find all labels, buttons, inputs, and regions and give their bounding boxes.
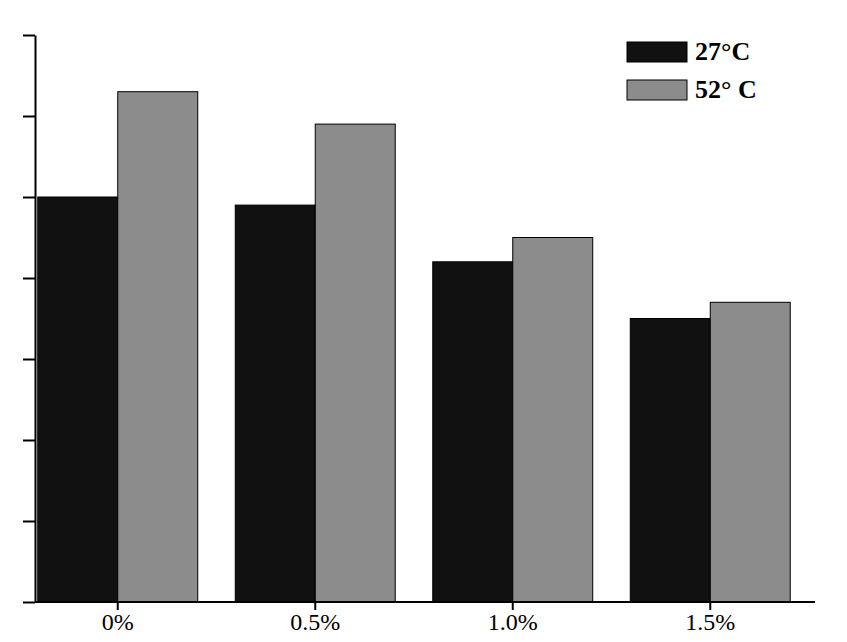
y-tick-mark bbox=[23, 35, 35, 37]
legend-label: 52° C bbox=[695, 75, 757, 104]
x-tick: 0% bbox=[102, 602, 134, 635]
bar bbox=[118, 92, 198, 602]
x-tick: 1.0% bbox=[488, 602, 538, 635]
bar bbox=[513, 238, 593, 603]
bar bbox=[315, 124, 395, 602]
y-tick-mark bbox=[23, 521, 35, 523]
y-axis bbox=[23, 36, 36, 603]
y-tick-mark bbox=[23, 440, 35, 442]
plot-area bbox=[38, 92, 790, 602]
bar bbox=[38, 197, 118, 602]
bar bbox=[433, 262, 513, 602]
y-tick bbox=[23, 116, 35, 117]
x-tick-label: 0% bbox=[102, 609, 134, 635]
bar-series bbox=[118, 92, 791, 602]
bar bbox=[710, 302, 790, 602]
y-tick bbox=[23, 197, 35, 198]
y-tick bbox=[23, 521, 35, 522]
y-tick-mark bbox=[23, 278, 35, 280]
legend-label: 27°C bbox=[695, 37, 750, 66]
y-tick bbox=[23, 359, 35, 360]
y-tick-mark bbox=[23, 116, 35, 118]
y-tick-mark bbox=[23, 359, 35, 361]
y-tick bbox=[23, 35, 35, 36]
x-tick: 1.5% bbox=[685, 602, 735, 635]
x-tick-label: 0.5% bbox=[290, 609, 340, 635]
bar bbox=[235, 205, 315, 602]
x-tick-label: 1.0% bbox=[488, 609, 538, 635]
y-tick-mark bbox=[23, 197, 35, 199]
x-tick: 0.5% bbox=[290, 602, 340, 635]
y-tick-mark bbox=[23, 602, 35, 604]
y-tick bbox=[23, 440, 35, 441]
legend-swatch bbox=[627, 80, 687, 100]
chart: 0% 0.5% 1.0% 1.5% 27°C 52° C bbox=[0, 0, 847, 642]
y-axis-line bbox=[35, 36, 37, 603]
legend-swatch bbox=[627, 42, 687, 62]
bar bbox=[630, 319, 710, 603]
x-axis: 0% 0.5% 1.0% 1.5% bbox=[35, 602, 815, 635]
x-tick-label: 1.5% bbox=[685, 609, 735, 635]
y-tick bbox=[23, 278, 35, 279]
y-tick bbox=[23, 602, 35, 603]
legend: 27°C 52° C bbox=[627, 37, 757, 104]
x-axis-line bbox=[35, 601, 815, 603]
